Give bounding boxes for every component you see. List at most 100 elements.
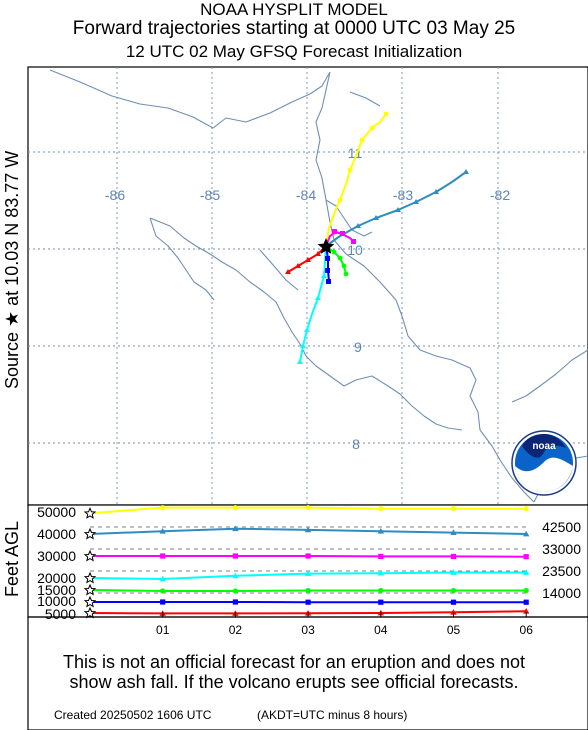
marker bbox=[315, 251, 321, 256]
lat-label: 8 bbox=[352, 436, 360, 452]
right-height-label: 33000 bbox=[542, 541, 581, 557]
trajectory-magenta bbox=[325, 231, 355, 247]
height-point bbox=[450, 587, 457, 594]
gulf-inner-coast bbox=[259, 249, 299, 291]
star-icon bbox=[317, 238, 335, 254]
trajectory-cyan bbox=[299, 245, 327, 363]
disclaimer-line-1: This is not an official forecast for an … bbox=[63, 652, 525, 672]
marker bbox=[321, 273, 327, 278]
height-point bbox=[232, 599, 238, 605]
marker bbox=[373, 215, 379, 220]
lat-label: 9 bbox=[354, 339, 362, 355]
x-tick-label: 03 bbox=[301, 623, 315, 637]
height-point bbox=[160, 599, 166, 605]
star-icon bbox=[83, 595, 97, 608]
noaa-logo: noaa bbox=[511, 430, 577, 496]
height-point bbox=[523, 608, 530, 614]
height-point bbox=[232, 504, 238, 511]
panama-north-coast bbox=[511, 349, 588, 403]
height-point bbox=[450, 553, 457, 560]
x-tick-label: 06 bbox=[520, 623, 534, 637]
star-icon bbox=[83, 606, 97, 619]
height-point bbox=[304, 570, 312, 576]
height-point bbox=[159, 575, 166, 582]
star-icon bbox=[83, 583, 97, 596]
height-point bbox=[160, 588, 166, 594]
caribbean-coast bbox=[315, 71, 535, 503]
trajectory-navy bbox=[325, 245, 330, 283]
star-icon bbox=[83, 507, 97, 519]
marker bbox=[355, 223, 361, 228]
footer-frame bbox=[27, 616, 588, 730]
marker bbox=[413, 199, 419, 204]
marker bbox=[300, 343, 306, 348]
y-tick-label: 10000 bbox=[37, 593, 76, 609]
marker bbox=[295, 263, 301, 268]
y-tick-label: 30000 bbox=[37, 548, 76, 564]
timezone-note: (AKDT=UTC minus 8 hours) bbox=[257, 708, 408, 722]
height-point bbox=[450, 569, 457, 575]
y-tick-label: 20000 bbox=[37, 570, 76, 586]
lon-label: -84 bbox=[296, 187, 316, 203]
height-point bbox=[523, 569, 530, 575]
height-point bbox=[160, 553, 166, 559]
height-point bbox=[304, 526, 312, 533]
star-icon bbox=[83, 549, 97, 562]
height-point bbox=[378, 587, 384, 594]
x-tick-label: 05 bbox=[447, 623, 461, 637]
marker bbox=[332, 229, 337, 234]
trajectory-title: Forward trajectories starting at 0000 UT… bbox=[72, 18, 516, 39]
height-point bbox=[232, 525, 239, 532]
y-tick-label: 5000 bbox=[45, 606, 76, 622]
marker bbox=[285, 269, 291, 274]
lon-label: -82 bbox=[490, 187, 510, 203]
marker bbox=[359, 137, 365, 143]
height-point bbox=[450, 506, 457, 512]
map-frame bbox=[27, 66, 588, 506]
height-point bbox=[377, 569, 384, 576]
height-point bbox=[523, 554, 529, 560]
logo-text: noaa bbox=[532, 441, 556, 452]
model-title: NOAA HYSPLIT MODEL bbox=[200, 0, 388, 19]
height-right-labels: 42500 33000 23500 14000 bbox=[542, 519, 581, 601]
osa-coast bbox=[299, 343, 463, 431]
y-tick-label: 15000 bbox=[37, 582, 76, 598]
height-frame bbox=[27, 504, 588, 618]
map-panel: -86 -85 -84 -83 -82 11 10 9 8 bbox=[27, 66, 588, 506]
marker bbox=[383, 111, 389, 117]
x-tick-label: 02 bbox=[229, 623, 243, 637]
marker bbox=[347, 167, 353, 173]
lon-label: -86 bbox=[105, 187, 125, 203]
height-point bbox=[378, 599, 384, 605]
height-point bbox=[523, 587, 529, 594]
right-height-label: 23500 bbox=[542, 563, 581, 579]
height-point bbox=[305, 587, 311, 594]
height-point bbox=[159, 528, 166, 534]
graticule bbox=[28, 67, 588, 505]
marker bbox=[395, 207, 401, 212]
right-height-label: 14000 bbox=[542, 585, 581, 601]
x-tick-label: 01 bbox=[156, 623, 170, 637]
island-coast bbox=[349, 91, 381, 107]
lat-label: 10 bbox=[347, 242, 363, 258]
height-point bbox=[523, 599, 529, 605]
height-point bbox=[450, 609, 457, 615]
marker bbox=[337, 255, 343, 261]
marker bbox=[343, 271, 349, 277]
marker bbox=[325, 268, 330, 273]
disclaimer-line-2: show ash fall. If the volcano erupts see… bbox=[69, 672, 519, 692]
marker bbox=[326, 279, 331, 284]
height-point bbox=[378, 553, 384, 560]
height-point bbox=[305, 504, 311, 511]
marker bbox=[369, 125, 375, 131]
height-point bbox=[160, 504, 166, 511]
marker bbox=[337, 197, 343, 203]
initialization-subtitle: 12 UTC 02 May GFSQ Forecast Initializati… bbox=[125, 42, 463, 61]
height-point bbox=[305, 599, 311, 605]
height-point bbox=[232, 553, 238, 559]
height-point bbox=[377, 528, 384, 534]
height-point bbox=[450, 529, 457, 536]
marker bbox=[297, 359, 303, 364]
